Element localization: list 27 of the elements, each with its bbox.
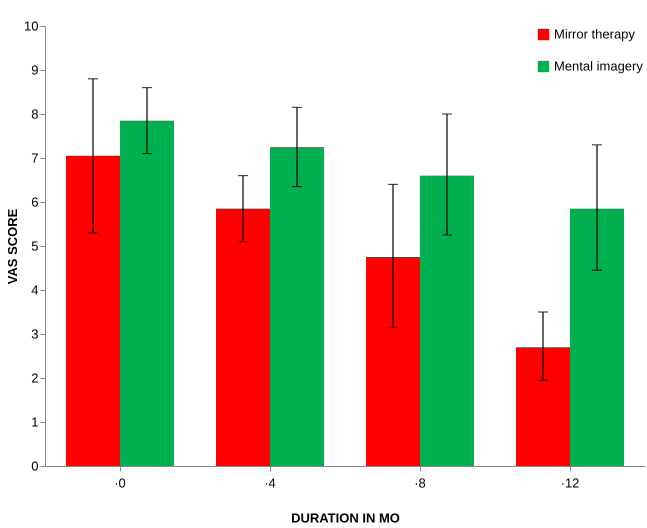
y-tick-label: 6: [31, 194, 38, 210]
bar: [270, 147, 324, 466]
y-tick-label: 0: [31, 458, 38, 474]
legend-label: Mirror therapy: [554, 26, 636, 42]
bar: [516, 347, 570, 466]
y-tick-label: 8: [31, 106, 38, 122]
y-tick-label: 4: [31, 282, 38, 298]
x-tick-label: ·4: [264, 476, 276, 490]
y-tick-label: 3: [31, 326, 38, 342]
y-axis-title: VAS SCORE: [5, 208, 20, 284]
y-tick-label: 1: [31, 414, 38, 430]
y-tick-label: 9: [31, 62, 38, 78]
y-tick-label: 10: [24, 18, 38, 34]
bar: [66, 156, 120, 466]
y-tick-label: 5: [31, 238, 38, 254]
x-tick-label: ·8: [414, 476, 426, 490]
bar: [570, 208, 624, 466]
x-tick-label: ·0: [114, 476, 126, 490]
x-tick-label: ·12: [560, 476, 580, 490]
bar: [420, 176, 474, 466]
y-tick-label: 7: [31, 150, 38, 166]
y-tick-label: 2: [31, 370, 38, 386]
bar: [366, 257, 420, 466]
bar: [120, 120, 174, 466]
legend-label: Mental imagery: [554, 58, 644, 74]
x-axis-title: DURATION IN MO: [291, 510, 400, 526]
bar: [216, 208, 270, 466]
